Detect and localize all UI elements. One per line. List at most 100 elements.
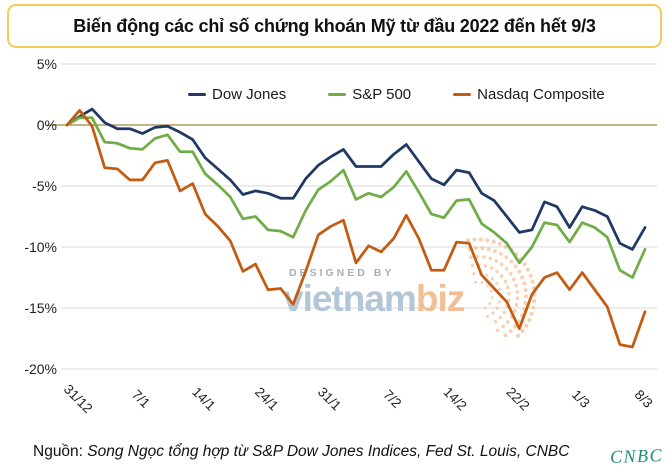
watermark-dot <box>514 283 518 288</box>
watermark-dot <box>532 299 537 304</box>
source-label: Nguồn: <box>33 443 83 460</box>
watermark-dot <box>491 239 496 244</box>
legend-label: Nasdaq Composite <box>477 86 605 103</box>
watermark-dot <box>524 294 528 299</box>
watermark-dot <box>501 324 505 329</box>
watermark-dot <box>516 319 521 324</box>
watermark-designed-by-text: DESIGNED BY <box>289 267 394 279</box>
watermark-dot <box>520 275 525 280</box>
watermark-dot <box>516 333 521 338</box>
watermark-dot <box>512 277 516 282</box>
watermark-dot <box>480 281 484 284</box>
watermark-dot <box>522 281 527 286</box>
watermark-dot <box>504 266 509 271</box>
gridlines <box>47 63 657 370</box>
watermark-dot <box>514 302 519 307</box>
watermark-dot <box>486 247 491 252</box>
y-tick-label: 5% <box>37 56 57 72</box>
watermark-dot <box>508 271 513 276</box>
watermark-dot <box>498 251 503 256</box>
watermark-dot <box>489 289 493 293</box>
x-tick-label: 31/1 <box>315 384 344 413</box>
watermark-dot <box>509 259 514 264</box>
y-tick-label: -15% <box>24 300 57 316</box>
x-tick-label: 7/2 <box>380 387 404 411</box>
legend-swatch <box>328 92 347 97</box>
y-tick-label: -5% <box>32 178 57 194</box>
watermark-dot <box>513 264 518 269</box>
legend-item-s-p-500: S&P 500 <box>328 86 411 103</box>
watermark-dot <box>470 263 475 268</box>
watermark-dot <box>522 262 527 267</box>
watermark-dot <box>498 300 502 304</box>
watermark-dot <box>480 246 485 251</box>
watermark-dot <box>503 279 508 284</box>
watermark-dot <box>485 314 489 318</box>
x-tick-label: 24/1 <box>252 384 281 413</box>
legend-swatch <box>188 92 206 97</box>
watermark-brand-suffix: biz <box>416 278 465 319</box>
watermark-dot <box>531 305 536 310</box>
watermark-dot <box>485 238 490 243</box>
watermark-dot <box>472 237 477 242</box>
watermark-dot <box>495 269 499 274</box>
watermark-dot <box>482 255 486 259</box>
y-tick-label: -10% <box>24 239 57 255</box>
series-line-dow-jones <box>65 107 647 251</box>
source-text: Song Ngọc tổng hợp từ S&P Dow Jones Indi… <box>82 443 570 460</box>
watermark-dot <box>493 249 497 254</box>
watermark-dot <box>493 319 498 324</box>
signature-cnbc: CNBC <box>609 445 664 467</box>
watermark-dot <box>499 262 504 267</box>
watermark-dot <box>515 290 520 294</box>
watermark-dot <box>488 256 493 261</box>
watermark-dot <box>489 266 494 270</box>
watermark-dot <box>491 311 495 315</box>
y-tick-label: 0% <box>37 117 57 133</box>
watermark-dot <box>494 259 499 263</box>
legend: Dow Jones S&P 500 Nasdaq Composite <box>188 86 605 103</box>
watermark-dot <box>472 272 476 276</box>
x-tick-label: 7/1 <box>129 387 153 411</box>
watermark-dot <box>515 296 520 301</box>
chart-title: Biến động các chỉ số chứng khoán Mỹ từ đ… <box>73 15 596 36</box>
watermark-dot <box>520 328 525 334</box>
watermark-dot <box>469 255 473 259</box>
legend-item-nasdaq-composite: Nasdaq Composite <box>453 86 605 103</box>
watermark-dot <box>524 323 529 328</box>
watermark-dot <box>490 296 494 299</box>
x-tick-label: 31/12 <box>61 382 96 417</box>
watermark-dot <box>474 280 477 284</box>
watermark-dot <box>527 317 532 322</box>
watermark-dot <box>495 281 499 285</box>
legend-swatch <box>453 92 472 97</box>
watermark-dot <box>525 267 531 272</box>
watermark-dot <box>483 264 488 268</box>
watermark-dot <box>507 292 511 296</box>
legend-label: S&P 500 <box>352 86 412 103</box>
x-tick-label: 14/1 <box>189 384 218 413</box>
axis-labels: 5% 0% -5% -10% -15% -20%31/12 7/1 14/1 24/1 31/1 7… <box>24 56 655 416</box>
watermark-dot <box>528 273 533 278</box>
x-tick-label: 14/2 <box>441 384 470 413</box>
series-lines <box>65 107 647 349</box>
watermark-dot <box>495 306 499 310</box>
watermark-dot <box>486 284 489 288</box>
watermark-dot <box>505 320 510 324</box>
watermark-dot <box>512 309 517 313</box>
series-line-nasdaq-composite <box>65 109 647 349</box>
watermark-brand-main: vietnam <box>283 278 416 319</box>
series-line-s-p-500 <box>65 116 647 279</box>
watermark-dot <box>502 310 507 315</box>
watermark-dot <box>513 324 518 329</box>
watermark-dot <box>506 285 510 290</box>
x-tick-label: 1/3 <box>569 387 593 411</box>
watermark-dot <box>499 274 504 278</box>
watermark-dot <box>503 333 508 338</box>
watermark-dot <box>529 311 534 316</box>
watermark-dot <box>523 301 528 305</box>
watermark-dot <box>495 328 500 333</box>
watermark-dot <box>504 255 509 260</box>
